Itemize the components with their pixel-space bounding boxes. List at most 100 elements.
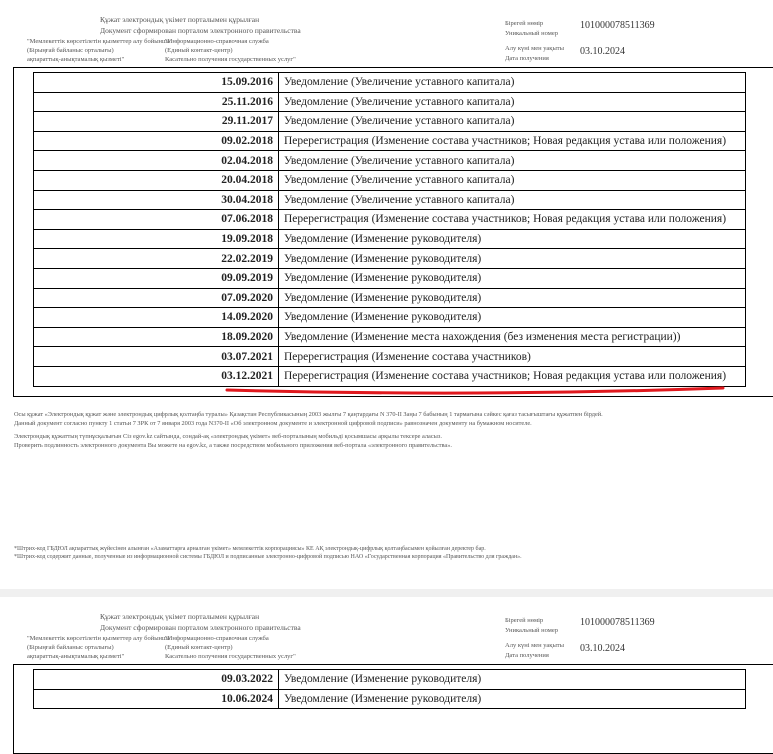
unique-number-label: Бірегей нөмір Уникальный номер <box>505 19 558 39</box>
event-description: Уведомление (Изменение руководителя) <box>278 688 746 710</box>
table-row: 15.09.2016 Уведомление (Увеличение уставн… <box>33 72 746 93</box>
event-description: Перерегистрация (Изменение состава участ… <box>278 365 746 387</box>
event-date: 09.09.2019 <box>33 267 279 289</box>
receipt-date-label: Алу күні мен уақыты Дата получения <box>505 44 564 64</box>
text-line: *Штрих-код содержит данные, полученные и… <box>14 554 522 560</box>
event-date: 14.09.2020 <box>33 307 279 328</box>
text-line: Электрондық құжаттың түпнұсқалығын Сіз e… <box>14 433 442 440</box>
unique-number-value: 101000078511369 <box>580 617 655 628</box>
receipt-date-value: 03.10.2024 <box>580 643 625 654</box>
event-description: Перерегистрация (Изменение состава участ… <box>278 209 746 230</box>
red-underline-annotation <box>225 386 725 395</box>
unique-number-value: 101000078511369 <box>580 20 655 31</box>
event-description: Уведомление (Увеличение уставного капита… <box>278 111 746 132</box>
event-description: Уведомление (Изменение руководителя) <box>278 669 746 690</box>
event-date: 07.06.2018 <box>33 209 279 230</box>
event-date: 19.09.2018 <box>33 228 279 250</box>
event-description: Перерегистрация (Изменение состава участ… <box>278 346 746 367</box>
service-caption-ru: "Информационно-справочная служба (Единый … <box>165 634 296 661</box>
event-date: 09.03.2022 <box>33 669 279 690</box>
text-line: Осы құжат «Электрондық құжат және электр… <box>14 411 603 418</box>
event-description: Уведомление (Изменение руководителя) <box>278 228 746 250</box>
portal-caption: Құжат электрондық үкімет порталымен құры… <box>100 14 301 36</box>
text-line: Бірегей нөмір <box>505 20 544 27</box>
table-row: 29.11.2017 Уведомление (Увеличение уставн… <box>33 111 746 132</box>
table-row: 25.11.2016 Уведомление (Увеличение уставн… <box>33 91 746 113</box>
text-line: Алу күні мен уақыты <box>505 45 565 52</box>
event-description: Уведомление (Увеличение уставного капита… <box>278 189 746 211</box>
table-row: 14.09.2020 Уведомление (Изменение руковод… <box>33 307 746 328</box>
text-line: Касательно получения государственных усл… <box>165 653 296 660</box>
table-row: 07.06.2018 Перерегистрация (Изменение сос… <box>33 209 746 230</box>
event-description: Уведомление (Увеличение уставного капита… <box>278 169 746 191</box>
registration-history-table: 15.09.2016 Уведомление (Увеличение уставн… <box>33 72 746 387</box>
document-page-1: Құжат электрондық үкімет порталымен құры… <box>13 14 773 561</box>
event-date: 02.04.2018 <box>33 150 279 171</box>
barcode-footnotes: *Штрих-код ГБДЮЛ ақпараттық жүйесінен ал… <box>14 545 522 561</box>
registration-history-table: 09.03.2022 Уведомление (Изменение руковод… <box>33 669 746 710</box>
event-description: Уведомление (Изменение руководителя) <box>278 267 746 289</box>
event-description: Уведомление (Увеличение уставного капита… <box>278 72 746 93</box>
text-line: "Мемлекеттік көрсетілетін қызметтер алу … <box>27 38 170 45</box>
document-page-2: Құжат электрондық үкімет порталымен құры… <box>0 597 773 754</box>
service-caption-kz: "Мемлекеттік көрсетілетін қызметтер алу … <box>27 37 170 64</box>
verification-note: Электрондық құжаттың түпнұсқалығын Сіз e… <box>14 432 452 450</box>
text-line: Бірегей нөмір <box>505 617 544 624</box>
table-row: 09.03.2022 Уведомление (Изменение руковод… <box>33 669 746 690</box>
table-row: 07.09.2020 Уведомление (Изменение руковод… <box>33 287 746 309</box>
event-date: 18.09.2020 <box>33 326 279 348</box>
text-line: Дата получения <box>505 55 549 62</box>
event-date: 20.04.2018 <box>33 169 279 191</box>
table-row: 02.04.2018 Уведомление (Увеличение уставн… <box>33 150 746 171</box>
page-separator <box>0 589 773 597</box>
event-description: Уведомление (Увеличение уставного капита… <box>278 150 746 171</box>
text-line: "Информационно-справочная служба <box>165 38 269 45</box>
event-date: 03.07.2021 <box>33 346 279 367</box>
table-row: 09.09.2019 Уведомление (Изменение руковод… <box>33 267 746 289</box>
service-caption-kz: "Мемлекеттік көрсетілетін қызметтер алу … <box>27 634 170 661</box>
text-line: (Бірыңғай байланыс орталығы) <box>27 47 114 54</box>
table-row: 03.12.2021 Перерегистрация (Изменение сос… <box>33 365 746 387</box>
text-line: Дата получения <box>505 652 549 659</box>
text-line: Данный документ согласно пункту 1 статьи… <box>14 420 532 427</box>
event-date: 29.11.2017 <box>33 111 279 132</box>
table-row: 18.09.2020 Уведомление (Изменение места н… <box>33 326 746 348</box>
records-frame <box>13 67 773 397</box>
event-date: 22.02.2019 <box>33 248 279 269</box>
event-date: 03.12.2021 <box>33 365 279 387</box>
event-date: 09.02.2018 <box>33 130 279 152</box>
event-date: 25.11.2016 <box>33 91 279 113</box>
text-line: Құжат электрондық үкімет порталымен құры… <box>100 15 260 24</box>
text-line: ақпараттық-анықтамалық қызметі" <box>27 56 125 63</box>
text-line: Документ сформирован порталом электронно… <box>100 623 301 632</box>
text-line: Құжат электрондық үкімет порталымен құры… <box>100 612 260 621</box>
legal-note: Осы құжат «Электрондық құжат және электр… <box>14 410 603 428</box>
table-row: 10.06.2024 Уведомление (Изменение руковод… <box>33 688 746 710</box>
receipt-date-label: Алу күні мен уақыты Дата получения <box>505 641 564 661</box>
event-date: 10.06.2024 <box>33 688 279 710</box>
event-description: Уведомление (Изменение руководителя) <box>278 248 746 269</box>
text-line: (Единый контакт-центр) <box>165 644 233 651</box>
event-description: Уведомление (Изменение руководителя) <box>278 287 746 309</box>
text-line: "Информационно-справочная служба <box>165 635 269 642</box>
table-row: 03.07.2021 Перерегистрация (Изменение сос… <box>33 346 746 367</box>
event-date: 30.04.2018 <box>33 189 279 211</box>
text-line: (Единый контакт-центр) <box>165 47 233 54</box>
service-caption-ru: "Информационно-справочная служба (Единый … <box>165 37 296 64</box>
text-line: (Бірыңғай байланыс орталығы) <box>27 644 114 651</box>
text-line: Уникальный номер <box>505 30 558 37</box>
event-description: Перерегистрация (Изменение состава участ… <box>278 130 746 152</box>
text-line: Касательно получения государственных усл… <box>165 56 296 63</box>
event-description: Уведомление (Увеличение уставного капита… <box>278 91 746 113</box>
portal-caption: Құжат электрондық үкімет порталымен құры… <box>100 611 301 633</box>
text-line: Документ сформирован порталом электронно… <box>100 26 301 35</box>
table-row: 19.09.2018 Уведомление (Изменение руковод… <box>33 228 746 250</box>
table-row: 22.02.2019 Уведомление (Изменение руковод… <box>33 248 746 269</box>
text-line: *Штрих-код ГБДЮЛ ақпараттық жүйесінен ал… <box>14 546 486 552</box>
table-row: 09.02.2018 Перерегистрация (Изменение сос… <box>33 130 746 152</box>
text-line: "Мемлекеттік көрсетілетін қызметтер алу … <box>27 635 170 642</box>
text-line: Проверить подлинность электронного докум… <box>14 442 452 449</box>
event-description: Уведомление (Изменение места нахождения … <box>278 326 746 348</box>
event-date: 07.09.2020 <box>33 287 279 309</box>
table-row: 30.04.2018 Уведомление (Увеличение уставн… <box>33 189 746 211</box>
